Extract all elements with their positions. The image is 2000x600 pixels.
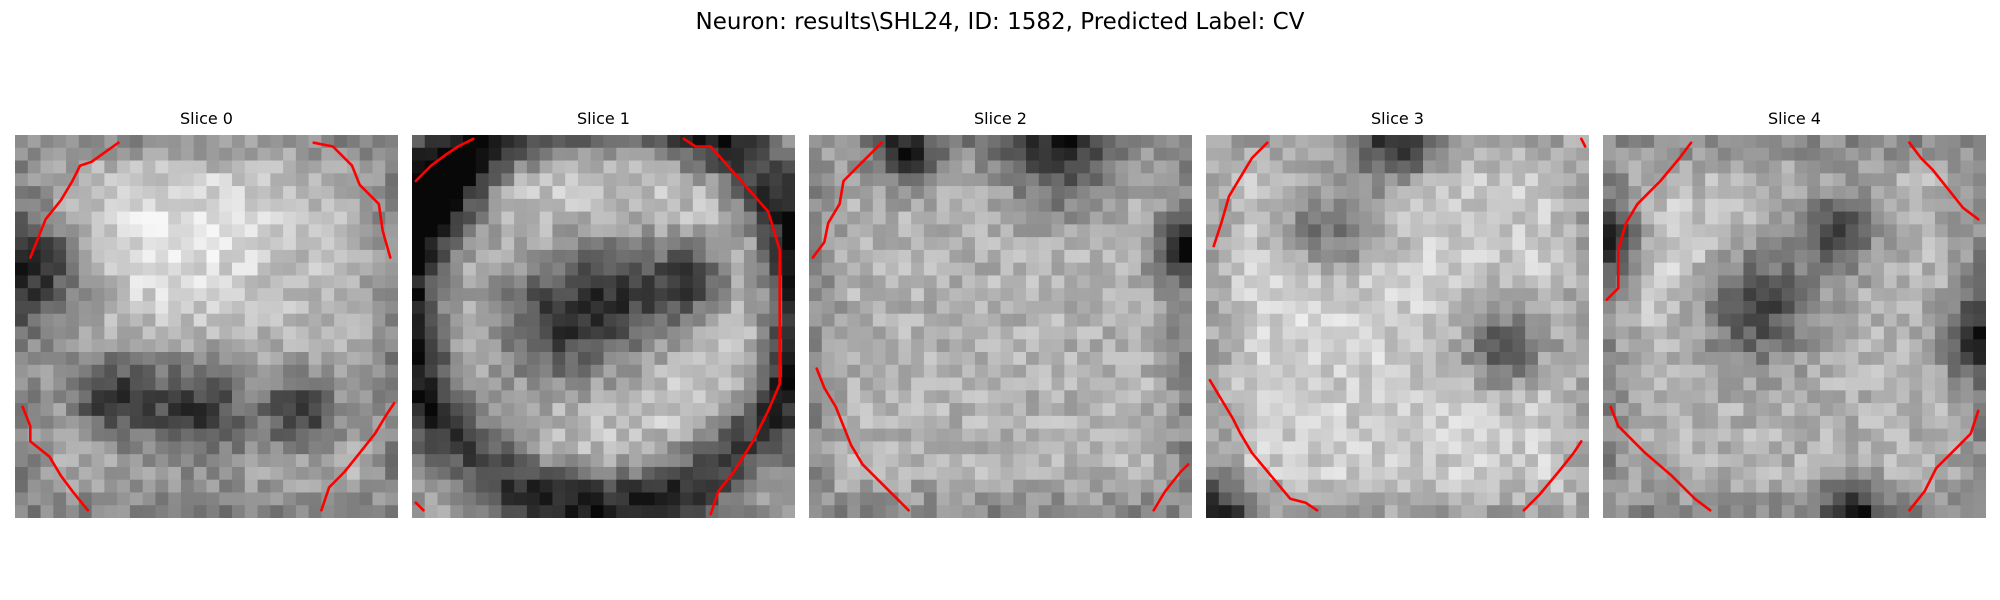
slice-pixels <box>412 135 795 518</box>
contour-line-0 <box>414 137 475 183</box>
contour-line-0 <box>811 141 884 259</box>
slice-title-1: Slice 1 <box>577 109 630 128</box>
figure-title: Neuron: results\SHL24, ID: 1582, Predict… <box>695 9 1305 35</box>
contour-line-1 <box>682 137 782 516</box>
contour-line-1 <box>1908 141 1980 221</box>
contour-line-1 <box>312 141 392 259</box>
slice-title-2: Slice 2 <box>974 109 1027 128</box>
contour-line-3 <box>1908 409 1980 512</box>
slice-panel-1: Slice 1 <box>412 108 795 518</box>
contour-line-2 <box>21 405 90 512</box>
slice-pixels <box>15 135 398 518</box>
contour-line-1 <box>1579 137 1587 148</box>
contour-line-3 <box>1522 440 1583 512</box>
slice-title-4: Slice 4 <box>1768 109 1821 128</box>
contour-line-0 <box>29 141 120 259</box>
slice-image-1 <box>412 135 795 518</box>
contour-line-2 <box>1208 378 1319 512</box>
slice-title-3: Slice 3 <box>1371 109 1424 128</box>
contour-line-2 <box>1609 405 1712 512</box>
slice-image-0 <box>15 135 398 518</box>
slice-image-3 <box>1206 135 1589 518</box>
contour-line-3 <box>320 401 396 512</box>
slice-panel-2: Slice 2 <box>809 108 1192 518</box>
contour-line-0 <box>1212 141 1269 248</box>
slice-title-0: Slice 0 <box>180 109 233 128</box>
slice-image-4 <box>1603 135 1986 518</box>
contour-line-1 <box>815 367 910 512</box>
slice-panel-4: Slice 4 <box>1603 108 1986 518</box>
slice-panel-3: Slice 3 <box>1206 108 1589 518</box>
slice-image-2 <box>809 135 1192 518</box>
slice-pixels <box>809 135 1192 518</box>
slice-pixels <box>1206 135 1589 518</box>
slice-panel-0: Slice 0 <box>15 108 398 518</box>
contour-line-2 <box>1152 463 1190 512</box>
contour-line-2 <box>414 501 425 512</box>
slice-pixels <box>1603 135 1986 518</box>
contour-line-0 <box>1605 141 1693 301</box>
